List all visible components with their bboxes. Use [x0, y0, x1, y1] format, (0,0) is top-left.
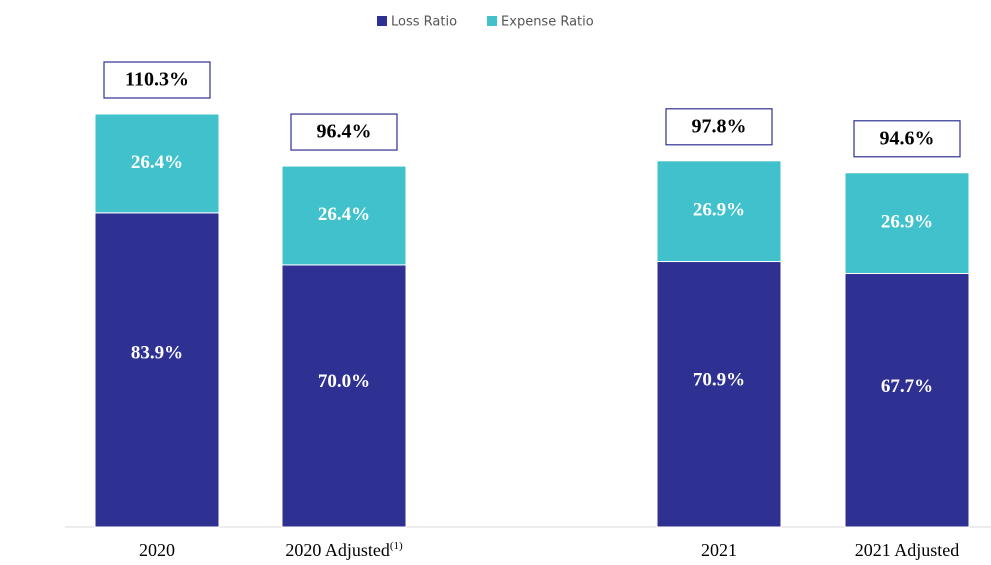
legend-swatch [487, 16, 498, 26]
category-name: 2021 Adjusted [855, 540, 960, 560]
x-tick-label: 2021 [701, 540, 737, 560]
total-box [665, 108, 773, 146]
total-box [103, 61, 211, 99]
x-tick-label: 2020 [139, 540, 175, 560]
category-name: 2021 [701, 540, 737, 560]
bar-segment [94, 113, 220, 214]
value-label: 26.9% [881, 212, 933, 233]
value-label: 70.9% [693, 369, 745, 390]
total-label: 96.4% [317, 121, 372, 143]
value-label: 70.0% [318, 371, 370, 392]
legend-label: Expense Ratio [501, 15, 594, 30]
category-note: (1) [390, 540, 403, 552]
category-name: 2020 [139, 540, 175, 560]
bar-segment [656, 160, 782, 263]
total-box [290, 113, 398, 151]
bar-segment [844, 172, 970, 275]
legend-label: Loss Ratio [391, 15, 457, 30]
value-label: 26.9% [693, 200, 745, 221]
value-label: 83.9% [131, 343, 183, 364]
bar-segment [844, 273, 970, 528]
value-label: 26.4% [318, 204, 370, 225]
bar-segment [94, 212, 220, 528]
total-box [853, 120, 961, 158]
bar-segment [281, 165, 407, 266]
bar-segment [281, 264, 407, 528]
total-label: 94.6% [880, 127, 935, 149]
legend-swatch [377, 16, 387, 26]
total-label: 110.3% [125, 69, 189, 91]
x-tick-label: 2020 Adjusted(1) [285, 540, 403, 561]
value-label: 67.7% [881, 376, 933, 397]
category-name: 2020 Adjusted [285, 540, 390, 560]
x-tick-label: 2021 Adjusted [855, 540, 960, 560]
bar-segment [656, 261, 782, 528]
value-label: 26.4% [131, 152, 183, 173]
total-label: 97.8% [692, 115, 747, 137]
